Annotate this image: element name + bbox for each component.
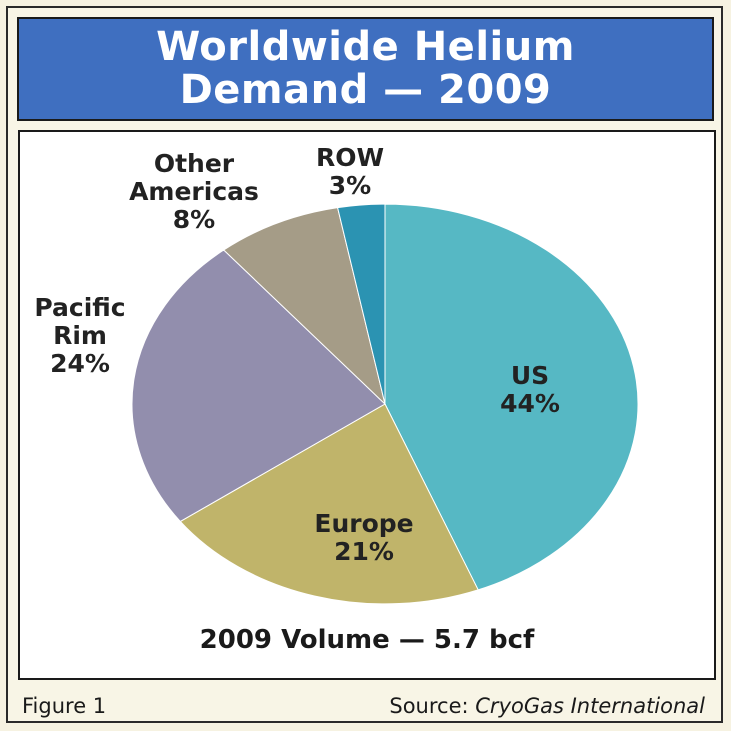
slice-label-line: 8% (173, 205, 215, 234)
source-name: CryoGas International (475, 694, 705, 718)
source-prefix: Source: (389, 694, 469, 718)
slice-label-line: Europe (314, 509, 413, 538)
pie-slice-us (384, 203, 639, 591)
figure-label: Figure 1 (22, 694, 107, 718)
slice-label-pacific-rim: Pacific Rim 24% (34, 293, 125, 378)
slice-label-line: Americas (129, 177, 259, 206)
pie-chart: US 44%Europe 21%Pacific Rim 24%Other Americas… (34, 143, 639, 605)
pie-slice-pacific-rim (131, 249, 386, 523)
slice-label-line: 3% (329, 171, 371, 200)
slice-label-line: 44% (500, 389, 560, 418)
slice-label-other-americas: Other Americas 8% (129, 149, 259, 234)
slice-label-line: 21% (334, 537, 394, 566)
figure-frame: Worldwide Helium Demand — 2009 US 44% Euro… (6, 6, 723, 723)
slice-label-line: Pacific (34, 293, 125, 322)
volume-annotation: 2009 Volume — 5.7 bcf (199, 625, 535, 655)
slice-label-line: ROW (316, 143, 384, 172)
chart-title-line-1: Worldwide Helium (156, 24, 575, 70)
slice-label-line: Other (154, 149, 235, 178)
slice-label-line: 24% (50, 349, 110, 378)
chart-panel: US 44% Europe 21% Pacific Rim 24% Other Americas… (18, 130, 716, 680)
slice-label-line: US (511, 361, 549, 390)
slice-label-row: ROW 3% (316, 143, 384, 200)
slice-label-us: US 44% (500, 361, 560, 418)
title-banner: Worldwide Helium Demand — 2009 (17, 17, 714, 121)
slice-label-europe: Europe 21% (314, 509, 413, 566)
chart-title-line-2: Demand — 2009 (179, 67, 552, 113)
pie-slice-europe (179, 403, 479, 605)
slice-label-line: Rim (53, 321, 107, 350)
source-credit: Source: CryoGas International (389, 694, 705, 718)
pie-slice-other-americas (222, 207, 386, 406)
pie-slice-row (336, 203, 386, 405)
